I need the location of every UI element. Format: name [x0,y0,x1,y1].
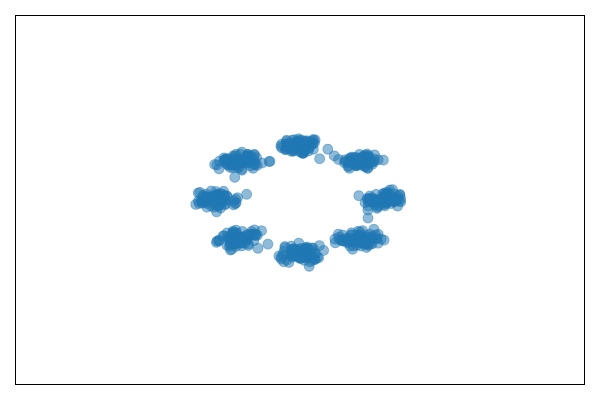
cluster-2 [353,184,407,224]
scatter-point [329,233,341,245]
scatter-point [205,200,217,212]
scatter-plot [190,133,407,272]
scatter-point [394,195,406,207]
scatter-point [263,156,275,167]
scatter-point [371,202,383,214]
scatter-point [353,190,365,202]
scatter-point [377,154,389,166]
scatter-point [211,236,222,248]
cluster-3 [329,223,390,255]
scatter-point [375,233,387,245]
scatter-point [252,242,264,254]
scatter-point [301,242,313,254]
scatter-point [218,185,230,197]
scatter-point [233,157,245,169]
scatter-point [234,232,246,244]
scatter-point [308,137,320,149]
plot-area [15,15,585,385]
scatter-point [283,142,295,154]
scatter-point [314,153,326,165]
cluster-5 [211,224,274,256]
scatter-point [322,143,334,155]
scatter-point [277,249,289,261]
scatter-point [294,252,306,264]
scatter-point [241,188,253,200]
scatter-point [368,156,380,167]
scatter-point [341,236,352,248]
cluster-4 [273,237,329,272]
scatter-point [353,235,365,247]
scatter-point [209,159,221,170]
scatter-point [244,157,256,169]
scatter-point [378,187,390,199]
scatter-point [295,135,307,147]
cluster-7 [209,146,276,183]
scatter-point [344,157,355,169]
scatter-point [287,243,298,255]
scatter-point [197,191,209,203]
scatter-point [229,171,241,183]
scatter-point [262,238,274,250]
scatter-point [353,155,365,167]
scatter-point [299,145,311,157]
cluster-0 [275,133,334,159]
cluster-6 [190,185,253,218]
scatter-point [230,197,242,209]
cluster-1 [314,148,389,174]
